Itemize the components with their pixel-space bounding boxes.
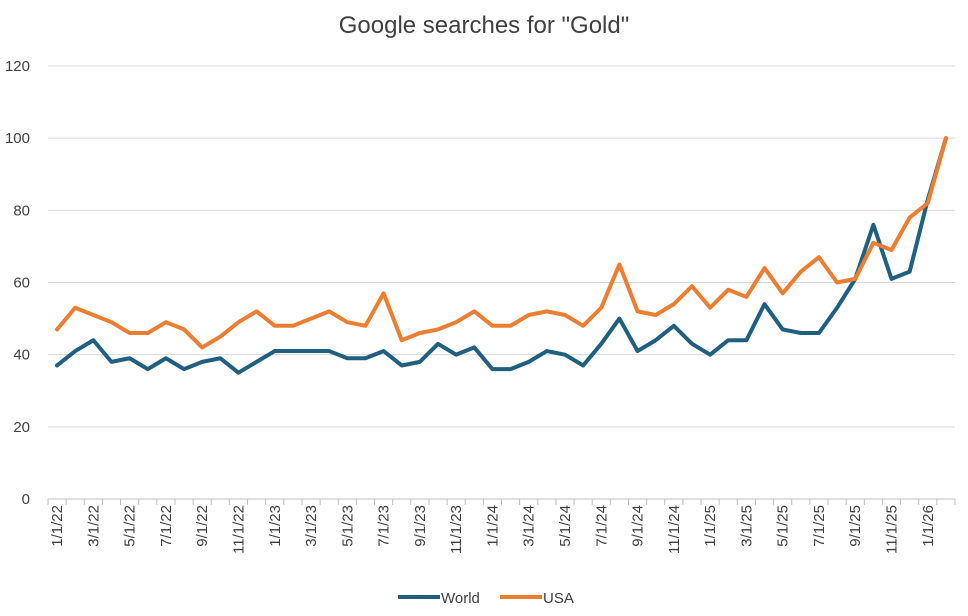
x-axis: 1/1/22 3/1/22 5/1/22 7/1/22 9/1/22 11/1/22 1/1… (47, 499, 956, 554)
x-tick-label: 9/1/22 (194, 505, 211, 547)
x-tick-label: 5/1/22 (122, 505, 139, 547)
legend: World USA (398, 590, 574, 607)
x-tick-label: 3/1/24 (521, 505, 538, 547)
chart-title: Google searches for "Gold" (339, 12, 630, 39)
x-tick-label: 3/1/25 (738, 505, 755, 547)
x-tick-label: 9/1/24 (630, 505, 647, 547)
y-tick-label: 0 (22, 491, 30, 508)
x-tick-label: 1/1/26 (920, 505, 937, 547)
x-tick-label: 7/1/23 (376, 505, 393, 547)
x-tick-label: 9/1/25 (847, 505, 864, 547)
x-tick-label: 5/1/25 (775, 505, 792, 547)
y-tick-label: 40 (13, 347, 30, 364)
x-tick-label: 7/1/24 (593, 505, 610, 547)
y-tick-label: 20 (13, 419, 30, 436)
x-tick-label: 11/1/23 (448, 505, 465, 554)
x-tick-label: 7/1/22 (158, 505, 175, 547)
y-tick-label: 80 (13, 202, 30, 219)
x-tick-label: 1/1/25 (702, 505, 719, 547)
x-tick-label: 5/1/24 (557, 505, 574, 547)
y-axis: 0 20 40 60 80 100 120 (5, 58, 30, 508)
legend-label-usa: USA (543, 590, 574, 607)
series-line-world (55, 136, 948, 375)
x-tick-label: 1/1/22 (49, 505, 66, 547)
x-tick-label: 3/1/23 (303, 505, 320, 547)
series-lines (55, 136, 948, 375)
x-tick-label: 3/1/22 (85, 505, 102, 547)
legend-label-world: World (441, 590, 480, 607)
x-tick-label: 5/1/23 (339, 505, 356, 547)
y-tick-label: 60 (13, 275, 30, 292)
x-tick-label: 11/1/25 (884, 505, 901, 554)
x-tick-label: 11/1/24 (666, 505, 683, 554)
x-tick-label: 1/1/24 (484, 505, 501, 547)
gridlines (48, 65, 955, 500)
x-tick-label: 1/1/23 (267, 505, 284, 547)
x-tick-label: 11/1/22 (230, 505, 247, 554)
x-tick-label: 7/1/25 (811, 505, 828, 547)
y-tick-label: 120 (5, 58, 30, 75)
series-line-usa (55, 136, 948, 350)
x-tick-label: 9/1/23 (412, 505, 429, 547)
y-tick-label: 100 (5, 130, 30, 147)
